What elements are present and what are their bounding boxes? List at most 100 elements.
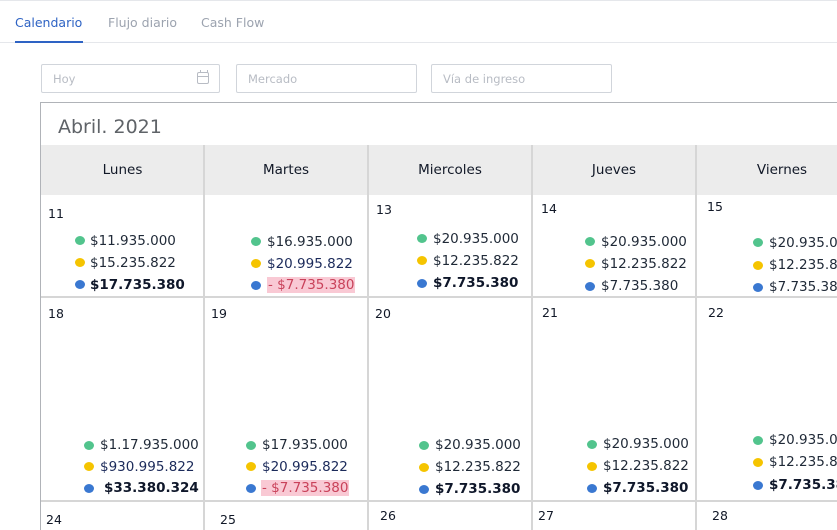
yellow-amount: $12.235.822 — [603, 458, 689, 474]
green-amount: $20.935.000 — [769, 432, 837, 448]
yellow-dot-icon — [419, 463, 429, 472]
green-dot-icon — [753, 238, 763, 247]
yellow-dot-icon — [417, 256, 427, 265]
month-title: Abril. 2021 — [58, 116, 162, 138]
green-amount: $20.935.000 — [435, 437, 521, 453]
green-amount: $17.935.000 — [262, 437, 348, 453]
blue-amount: $33.380.324 — [104, 480, 199, 496]
green-amount: $16.935.000 — [267, 234, 353, 250]
yellow-amount: $930.995.822 — [100, 459, 195, 475]
day-number[interactable]: 26 — [380, 508, 396, 523]
negative-amount: - $7.735.380 — [267, 277, 356, 293]
blue-dot-icon — [753, 481, 763, 490]
day-number[interactable]: 25 — [220, 512, 236, 527]
blue-dot-icon — [75, 280, 85, 289]
green-dot-icon — [246, 441, 256, 450]
blue-amount: $7.735.380 — [769, 477, 837, 493]
day-number[interactable]: 20 — [375, 306, 391, 321]
grid-divider — [41, 500, 837, 502]
blue-dot-icon — [251, 281, 261, 290]
date-field-placeholder: Hoy — [53, 72, 76, 86]
blue-dot-icon — [753, 283, 763, 292]
day-number[interactable]: 19 — [211, 306, 227, 321]
blue-dot-icon — [417, 279, 427, 288]
day-number[interactable]: 24 — [46, 512, 62, 527]
yellow-dot-icon — [246, 462, 256, 471]
yellow-dot-icon — [587, 462, 597, 471]
green-amount: $20.935.000 — [433, 231, 519, 247]
yellow-amount: $12.235.822 — [433, 253, 519, 269]
blue-dot-icon — [419, 485, 429, 494]
yellow-amount: $12.235.822 — [769, 257, 837, 273]
green-dot-icon — [251, 237, 261, 246]
day-number[interactable]: 28 — [712, 508, 728, 523]
weekday-viernes: Viernes — [756, 162, 808, 178]
weekday-jueves: Jueves — [591, 162, 637, 178]
green-amount: $11.935.000 — [90, 233, 176, 249]
calendar-icon[interactable] — [197, 70, 209, 84]
day-number[interactable]: 21 — [542, 305, 558, 320]
grid-divider — [367, 145, 369, 530]
blue-dot-icon — [246, 484, 256, 493]
day-number[interactable]: 11 — [48, 206, 64, 221]
date-field[interactable]: Hoy — [41, 64, 220, 93]
blue-amount: $17.735.380 — [90, 277, 185, 293]
green-dot-icon — [753, 436, 763, 445]
market-field[interactable]: Mercado — [236, 64, 417, 93]
green-dot-icon — [417, 234, 427, 243]
green-dot-icon — [419, 441, 429, 450]
day-number[interactable]: 27 — [538, 508, 554, 523]
green-dot-icon — [75, 236, 85, 245]
yellow-dot-icon — [585, 259, 595, 268]
yellow-dot-icon — [753, 261, 763, 270]
yellow-amount: $20.995.822 — [267, 256, 353, 272]
day-number[interactable]: 22 — [708, 305, 724, 320]
yellow-amount: $20.995.822 — [262, 459, 348, 475]
active-tab-indicator — [15, 41, 83, 43]
blue-amount: $7.735.380 — [601, 278, 679, 294]
income-channel-placeholder: Vía de ingreso — [443, 72, 526, 86]
tab-calendario[interactable]: Calendario — [15, 15, 83, 30]
green-dot-icon — [585, 237, 595, 246]
green-amount: $20.935.000 — [601, 234, 687, 250]
day-number[interactable]: 15 — [707, 199, 723, 214]
income-channel-field[interactable]: Vía de ingreso — [431, 64, 612, 93]
blue-amount: $7.735.380 — [433, 275, 519, 291]
yellow-dot-icon — [75, 258, 85, 267]
day-number[interactable]: 13 — [376, 202, 392, 217]
blue-amount: $7.735.380 — [435, 481, 521, 497]
blue-amount: $7.735.380 — [769, 279, 837, 295]
green-amount: $20.935.000 — [603, 436, 689, 452]
green-dot-icon — [587, 440, 597, 449]
calendar — [40, 102, 837, 530]
yellow-amount: $12.235.822 — [769, 454, 837, 470]
negative-amount: - $7.735.380 — [261, 480, 350, 496]
blue-amount: $7.735.380 — [603, 480, 689, 496]
yellow-amount: $12.235.822 — [435, 459, 521, 475]
tab-flujo-diario[interactable]: Flujo diario — [108, 15, 178, 30]
market-field-placeholder: Mercado — [248, 72, 298, 86]
day-number[interactable]: 14 — [541, 201, 557, 216]
day-number[interactable]: 18 — [48, 306, 64, 321]
yellow-dot-icon — [84, 462, 94, 471]
yellow-amount: $12.235.822 — [601, 256, 687, 272]
grid-divider — [531, 145, 533, 530]
green-amount: $20.935.000 — [769, 235, 837, 251]
yellow-amount: $15.235.822 — [90, 255, 176, 271]
grid-divider — [41, 296, 837, 298]
weekday-lunes: Lunes — [102, 162, 143, 178]
tab-bar: Calendario Flujo diario Cash Flow — [0, 0, 837, 43]
blue-dot-icon — [585, 282, 595, 291]
weekday-martes: Martes — [262, 162, 310, 178]
grid-divider — [695, 145, 697, 530]
grid-divider — [203, 145, 205, 530]
weekday-miercoles: Miercoles — [418, 162, 482, 178]
yellow-dot-icon — [753, 458, 763, 467]
blue-dot-icon — [84, 484, 94, 493]
weekday-header — [41, 145, 837, 195]
tab-cash-flow[interactable]: Cash Flow — [201, 15, 265, 30]
blue-dot-icon — [587, 484, 597, 493]
yellow-dot-icon — [251, 259, 261, 268]
green-amount: $1.17.935.000 — [100, 437, 199, 453]
green-dot-icon — [84, 441, 94, 450]
